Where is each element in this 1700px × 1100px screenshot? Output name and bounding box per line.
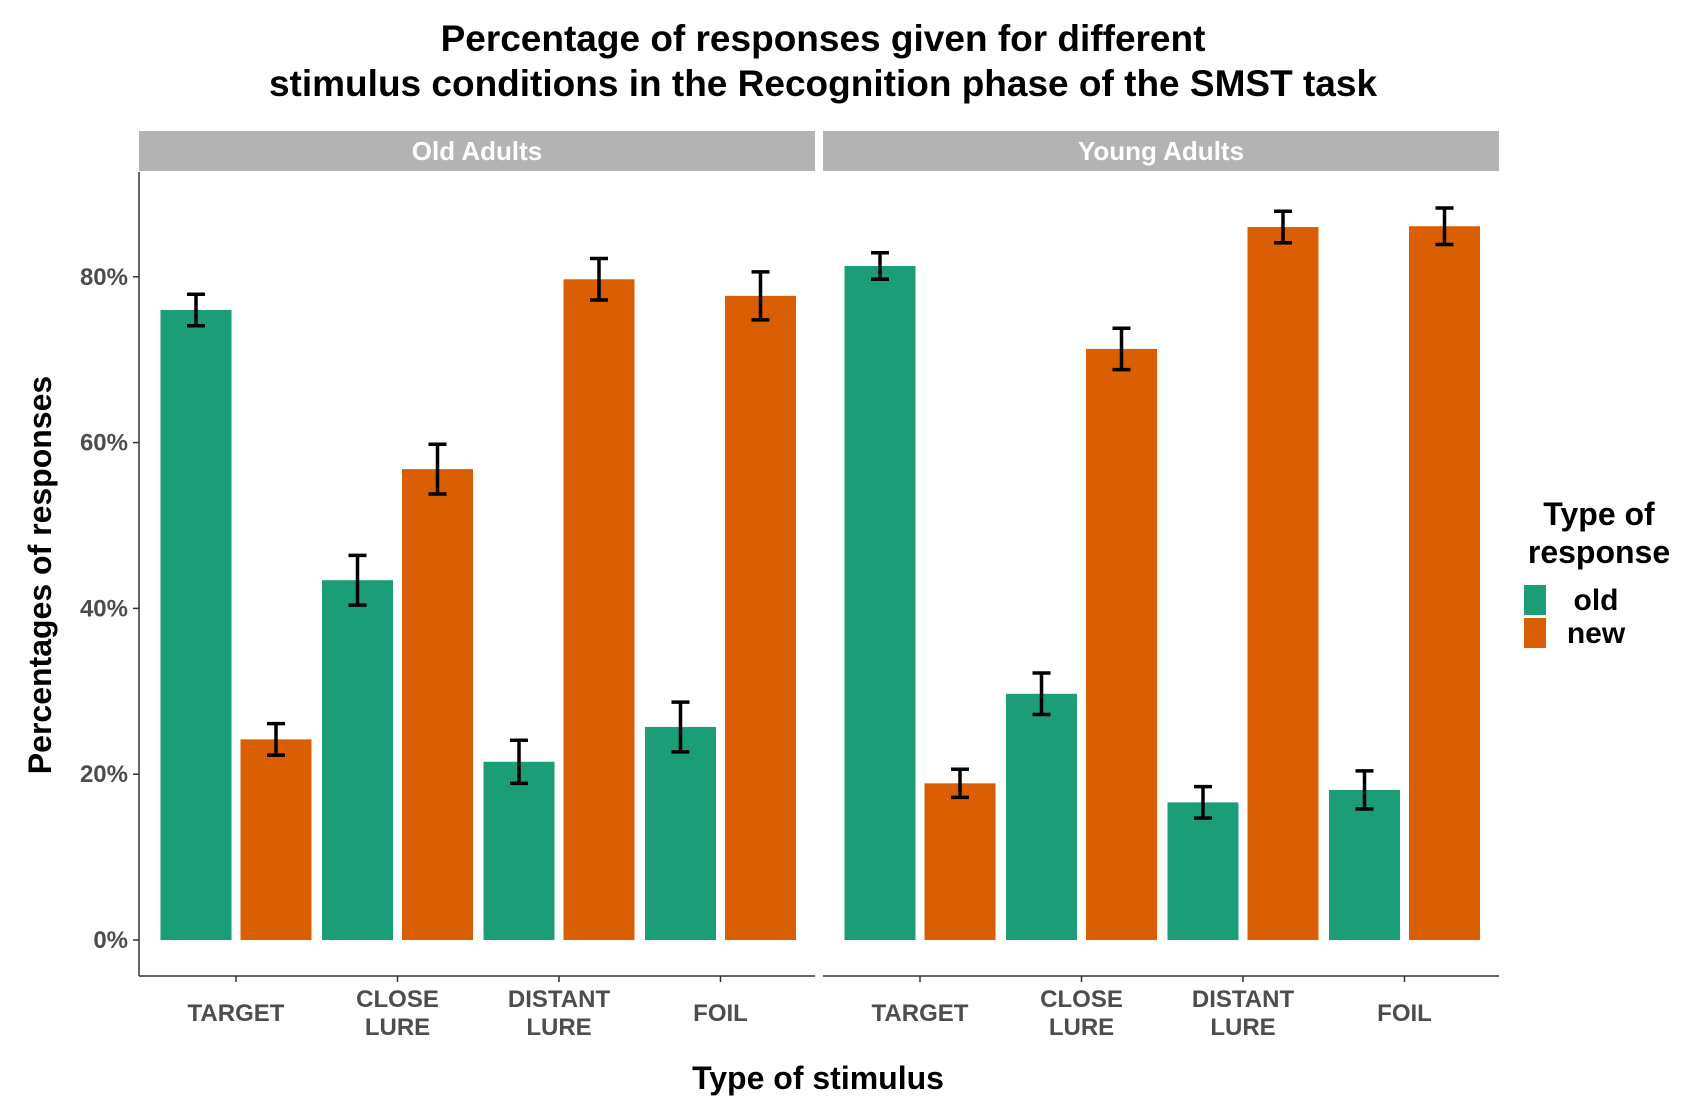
error-bar-old-adults-foil-old	[671, 700, 690, 754]
x-tick-label-old-adults-foil: FOIL	[693, 1000, 748, 1027]
bar-old-adults-foil-new	[725, 295, 796, 940]
legend-title-line-2: response	[1528, 534, 1670, 570]
x-tick-label-young-adults-distant-line-2: LURE	[1210, 1014, 1275, 1041]
x-tick-label-old-adults-distant-line-1: DISTANT	[508, 986, 611, 1013]
error-bar-young-adults-distant-new	[1274, 209, 1292, 245]
bar-old-adults-close-new	[402, 469, 473, 940]
panel-young-adults: Young AdultsTARGETCLOSELUREDISTANTLUREFO…	[823, 131, 1499, 1041]
bar-old-adults-foil-old	[645, 726, 716, 940]
error-bar-old-adults-foil-new	[751, 270, 770, 322]
error-bar-young-adults-close-old	[1032, 671, 1051, 717]
error-bar-young-adults-foil-new	[1435, 206, 1454, 247]
error-bar-young-adults-target-new	[951, 767, 969, 800]
y-axis-title: Percentages of responses	[22, 376, 58, 774]
legend-key-old	[1524, 585, 1546, 615]
bar-old-adults-close-old	[322, 580, 393, 940]
error-bar-young-adults-target-old	[871, 251, 889, 282]
bar-young-adults-close-old	[1006, 693, 1077, 940]
y-tick-label-80: 80%	[80, 264, 128, 291]
x-tick-label-young-adults-target: TARGET	[872, 1000, 969, 1027]
error-bar-old-adults-close-old	[348, 553, 367, 607]
panel-strip-label-old-adults: Old Adults	[412, 136, 542, 166]
bar-young-adults-distant-new	[1247, 227, 1319, 940]
error-bar-old-adults-target-old	[187, 292, 205, 328]
chart-title: Percentage of responses given for differ…	[269, 18, 1377, 104]
x-tick-label-young-adults-distant-line-1: DISTANT	[1192, 986, 1295, 1013]
bar-young-adults-target-old	[844, 266, 916, 940]
bar-young-adults-target-new	[924, 783, 996, 940]
bar-old-adults-distant-new	[563, 279, 635, 940]
legend-label-new: new	[1567, 617, 1626, 650]
error-bar-young-adults-foil-old	[1355, 769, 1374, 811]
bar-young-adults-foil-old	[1329, 789, 1400, 940]
x-axis-title: Type of stimulus	[692, 1060, 944, 1096]
bar-old-adults-distant-old	[483, 761, 555, 940]
error-bar-young-adults-distant-old	[1194, 784, 1212, 820]
y-tick-label-0: 0%	[93, 927, 128, 954]
legend-label-old: old	[1574, 584, 1619, 617]
error-bar-young-adults-close-new	[1112, 326, 1131, 372]
panel-strip-label-young-adults: Young Adults	[1078, 136, 1244, 166]
x-tick-label-young-adults-foil: FOIL	[1377, 1000, 1432, 1027]
bar-old-adults-target-old	[160, 309, 232, 941]
bar-young-adults-distant-old	[1167, 802, 1239, 940]
x-tick-label-young-adults-close-line-2: LURE	[1049, 1014, 1114, 1041]
bar-young-adults-foil-new	[1409, 226, 1480, 940]
y-tick-label-60: 60%	[80, 430, 128, 457]
legend-title-line-1: Type of	[1543, 496, 1655, 532]
bar-young-adults-close-new	[1086, 348, 1157, 941]
error-bar-old-adults-target-new	[267, 721, 285, 757]
bar-old-adults-target-new	[240, 739, 312, 940]
y-tick-label-20: 20%	[80, 761, 128, 788]
x-tick-label-old-adults-close-line-2: LURE	[365, 1014, 430, 1041]
chart-title-line-2: stimulus conditions in the Recognition p…	[269, 63, 1377, 104]
panel-strip-old-adults	[139, 131, 815, 171]
x-tick-label-old-adults-close-line-1: CLOSE	[356, 986, 439, 1013]
chart-title-line-1: Percentage of responses given for differ…	[441, 18, 1206, 59]
x-tick-label-old-adults-distant-line-2: LURE	[526, 1014, 591, 1041]
legend-key-new	[1524, 618, 1546, 648]
x-tick-label-old-adults-target: TARGET	[188, 1000, 285, 1027]
facet-panels: Old AdultsTARGETCLOSELUREDISTANTLUREFOIL…	[138, 131, 1499, 1041]
panel-strip-young-adults	[823, 131, 1499, 171]
error-bar-old-adults-close-new	[428, 442, 447, 496]
y-axis: 0% 20% 40% 60% 80%	[80, 264, 139, 954]
y-tick-label-40: 40%	[80, 595, 128, 622]
error-bar-old-adults-distant-new	[590, 256, 608, 302]
x-tick-label-young-adults-close-line-1: CLOSE	[1040, 986, 1123, 1013]
error-bar-old-adults-distant-old	[510, 738, 528, 786]
